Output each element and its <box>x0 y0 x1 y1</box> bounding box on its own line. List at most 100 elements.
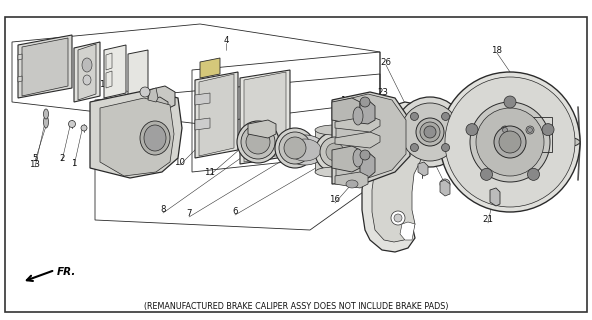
Ellipse shape <box>494 126 526 158</box>
Ellipse shape <box>504 96 516 108</box>
Ellipse shape <box>360 97 370 107</box>
Ellipse shape <box>284 137 306 159</box>
Polygon shape <box>248 120 276 138</box>
Text: 24: 24 <box>514 133 526 142</box>
Ellipse shape <box>43 109 49 119</box>
Polygon shape <box>418 162 428 176</box>
Ellipse shape <box>241 125 275 159</box>
Polygon shape <box>490 188 500 206</box>
Ellipse shape <box>83 75 91 85</box>
Polygon shape <box>195 118 210 130</box>
Text: 2: 2 <box>59 154 65 163</box>
Polygon shape <box>18 35 72 98</box>
Ellipse shape <box>69 121 76 127</box>
Ellipse shape <box>237 121 279 163</box>
Text: 11: 11 <box>204 167 215 177</box>
Ellipse shape <box>391 211 405 225</box>
Polygon shape <box>336 94 406 180</box>
Polygon shape <box>360 152 375 178</box>
Text: FR.: FR. <box>57 267 76 277</box>
Ellipse shape <box>315 125 355 135</box>
Ellipse shape <box>315 167 355 177</box>
Text: 5: 5 <box>32 154 38 163</box>
Ellipse shape <box>424 126 436 138</box>
Ellipse shape <box>416 118 444 146</box>
Text: 23: 23 <box>378 87 388 97</box>
Text: 26: 26 <box>381 58 391 67</box>
Ellipse shape <box>466 124 478 136</box>
Polygon shape <box>200 58 220 78</box>
Ellipse shape <box>326 143 344 161</box>
Polygon shape <box>332 98 360 124</box>
Ellipse shape <box>289 139 321 161</box>
Polygon shape <box>240 70 290 164</box>
Ellipse shape <box>410 144 419 152</box>
Ellipse shape <box>279 132 311 164</box>
Text: 22: 22 <box>491 127 503 137</box>
Polygon shape <box>90 90 182 178</box>
Text: 25: 25 <box>514 148 526 156</box>
Text: 19: 19 <box>340 95 350 105</box>
Ellipse shape <box>360 150 370 160</box>
Ellipse shape <box>410 112 419 120</box>
Ellipse shape <box>527 168 539 180</box>
Polygon shape <box>360 100 375 124</box>
Text: 1: 1 <box>71 158 77 167</box>
Ellipse shape <box>440 132 580 152</box>
Text: 10: 10 <box>175 157 185 166</box>
Polygon shape <box>104 45 126 98</box>
Polygon shape <box>335 132 380 148</box>
Ellipse shape <box>445 77 575 207</box>
Polygon shape <box>195 93 210 105</box>
Ellipse shape <box>82 58 92 72</box>
Text: 20: 20 <box>339 148 349 156</box>
Text: 9: 9 <box>226 143 231 153</box>
Ellipse shape <box>476 108 544 176</box>
Text: 15: 15 <box>339 138 349 147</box>
Ellipse shape <box>501 126 509 134</box>
Text: 7: 7 <box>186 210 192 219</box>
Polygon shape <box>148 86 175 110</box>
Text: 4: 4 <box>223 36 229 44</box>
Ellipse shape <box>346 180 358 188</box>
Ellipse shape <box>320 137 350 167</box>
Polygon shape <box>18 76 22 82</box>
Ellipse shape <box>440 179 450 189</box>
Polygon shape <box>244 72 286 162</box>
Polygon shape <box>195 72 238 158</box>
Ellipse shape <box>353 149 363 167</box>
Polygon shape <box>315 130 355 172</box>
Polygon shape <box>372 125 424 242</box>
Text: 12: 12 <box>287 148 298 156</box>
Polygon shape <box>22 38 68 96</box>
Polygon shape <box>362 102 428 252</box>
Text: 18: 18 <box>491 45 503 54</box>
Text: 8: 8 <box>160 205 166 214</box>
Text: 21: 21 <box>482 215 494 225</box>
Polygon shape <box>128 50 148 96</box>
Text: 16: 16 <box>330 196 340 204</box>
Polygon shape <box>395 114 465 132</box>
Text: 6: 6 <box>232 207 238 217</box>
Polygon shape <box>199 74 234 156</box>
Ellipse shape <box>401 103 459 161</box>
Ellipse shape <box>527 127 532 132</box>
Polygon shape <box>400 222 415 240</box>
Ellipse shape <box>503 127 507 132</box>
Text: 17: 17 <box>99 79 111 89</box>
Polygon shape <box>335 172 368 188</box>
Bar <box>492 117 552 152</box>
Ellipse shape <box>81 125 87 131</box>
Ellipse shape <box>442 144 449 152</box>
Ellipse shape <box>420 122 440 142</box>
Ellipse shape <box>526 126 534 134</box>
Ellipse shape <box>144 125 166 151</box>
Ellipse shape <box>140 87 150 97</box>
Ellipse shape <box>43 116 49 128</box>
Text: 27: 27 <box>517 157 529 166</box>
Polygon shape <box>148 88 158 102</box>
Ellipse shape <box>246 130 270 154</box>
Ellipse shape <box>542 124 554 136</box>
Ellipse shape <box>442 112 449 120</box>
Ellipse shape <box>284 135 326 165</box>
